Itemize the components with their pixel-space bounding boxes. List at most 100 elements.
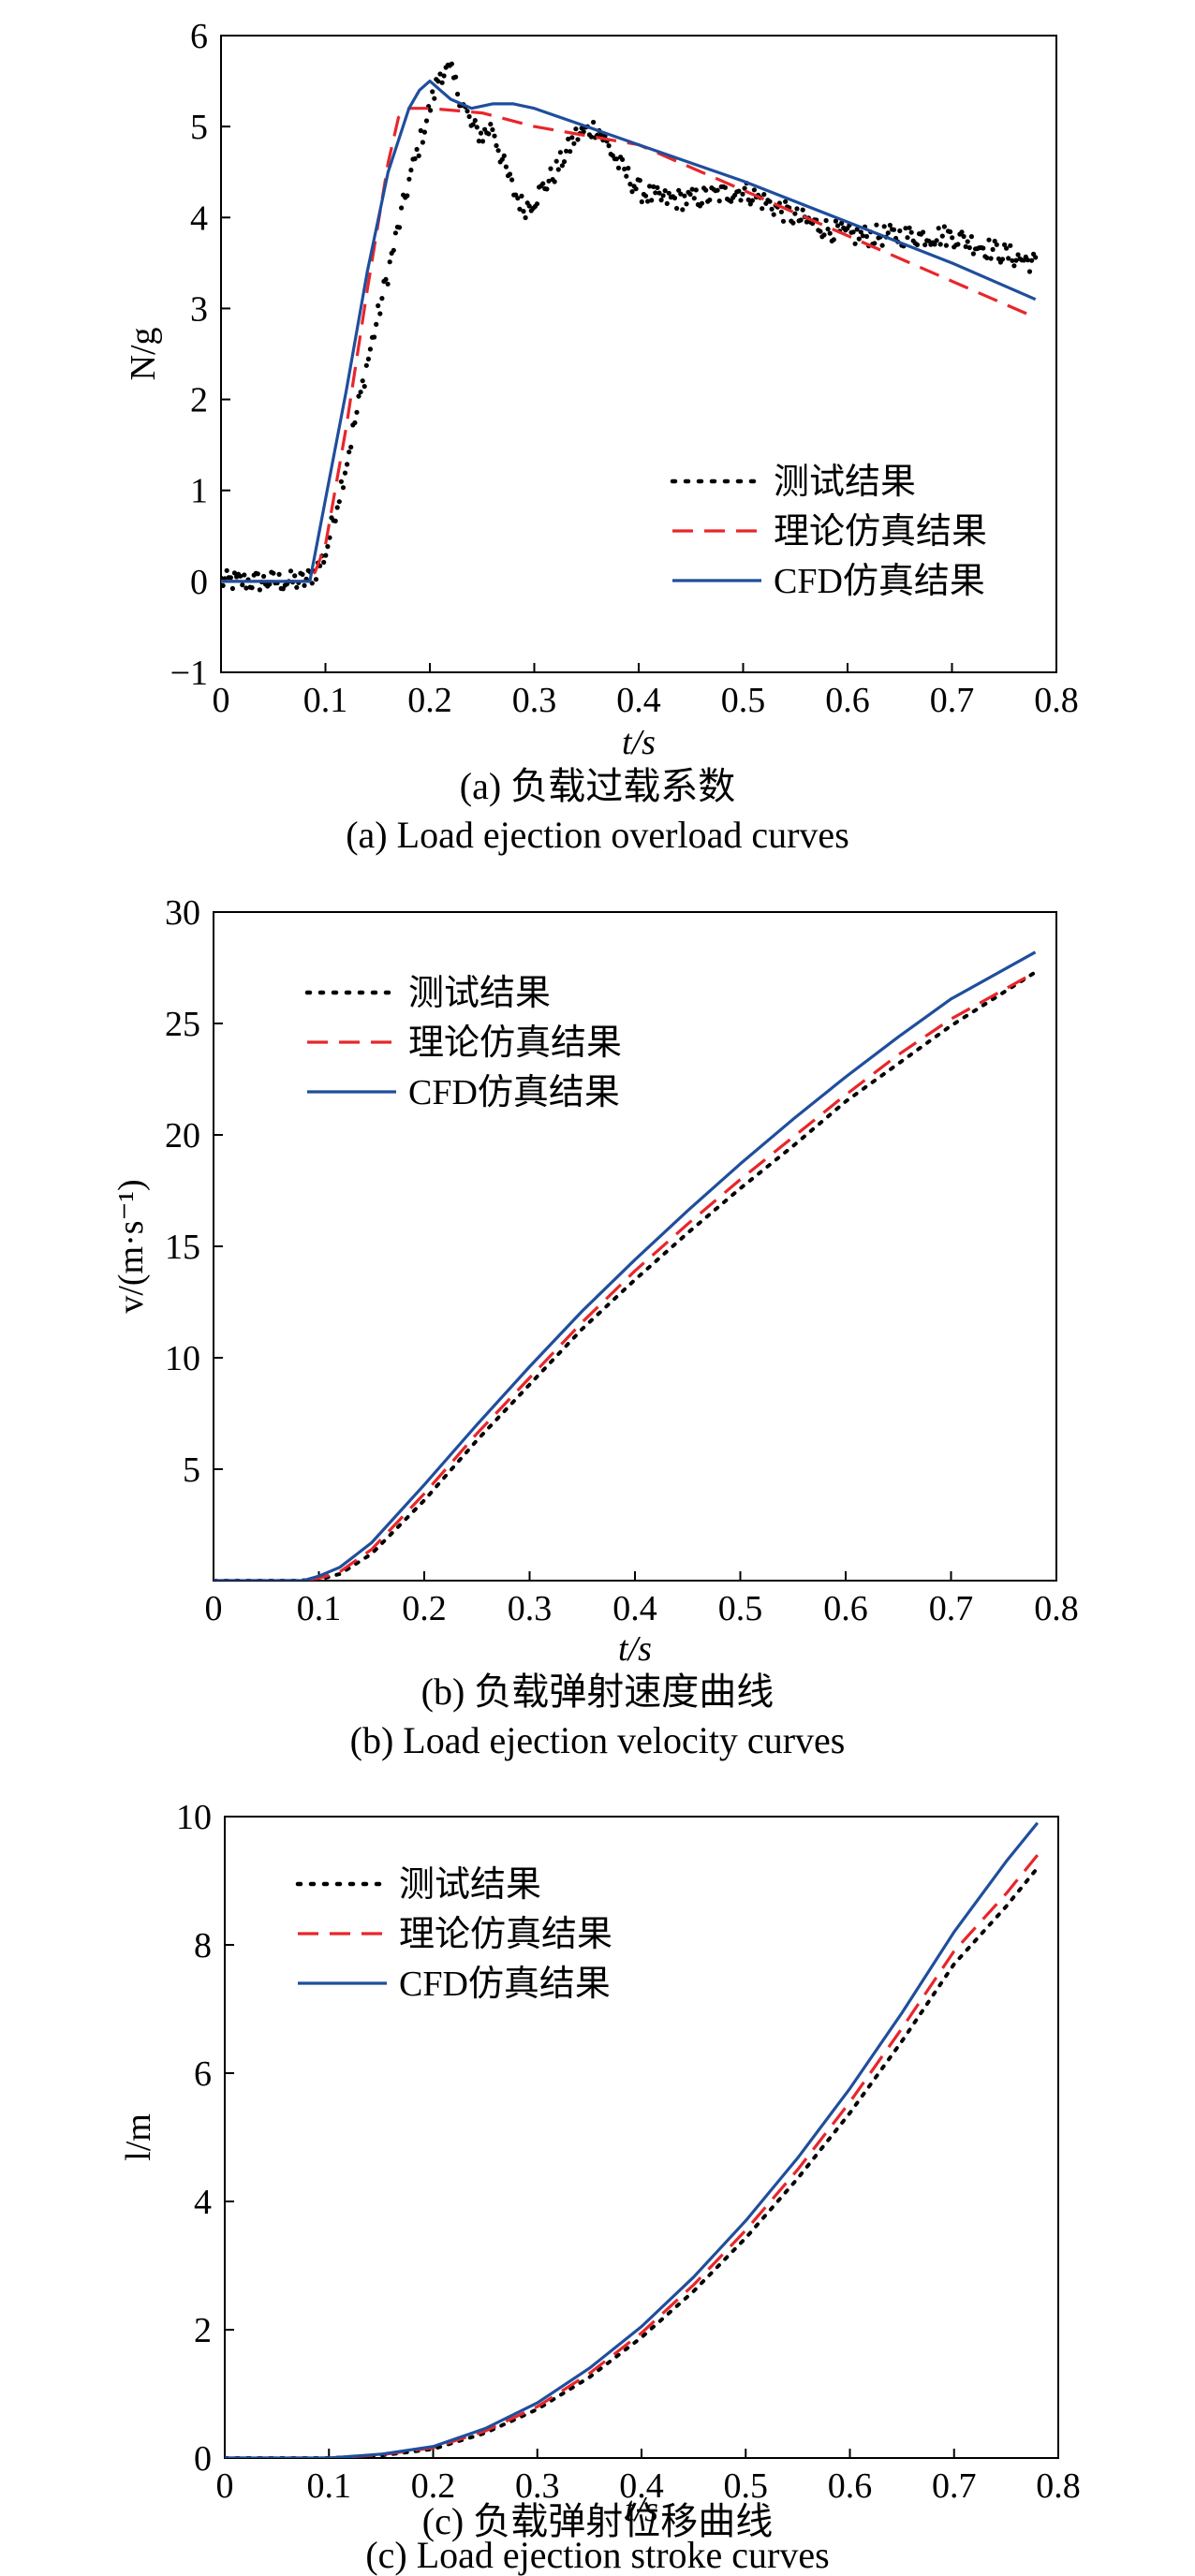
series-point bbox=[1010, 258, 1015, 263]
series-point bbox=[300, 571, 305, 578]
series-point bbox=[767, 199, 773, 204]
legend-entry: CFD仿真结果 bbox=[399, 1965, 611, 2004]
series-point bbox=[751, 187, 758, 193]
x-tick-label: 0.6 bbox=[825, 681, 870, 720]
series-point bbox=[968, 234, 974, 240]
series-point bbox=[687, 191, 693, 198]
series-point bbox=[738, 198, 744, 203]
series-point bbox=[564, 148, 569, 154]
series-point bbox=[834, 223, 841, 228]
series-point bbox=[994, 242, 999, 247]
series-point bbox=[804, 219, 810, 225]
series-line-cfd bbox=[214, 950, 1037, 1581]
x-tick-label: 0.8 bbox=[1034, 1589, 1079, 1628]
x-tick-label: 0.2 bbox=[407, 681, 452, 720]
series-line-cfd bbox=[221, 79, 1037, 583]
series-point bbox=[470, 122, 476, 127]
series-point bbox=[936, 226, 941, 231]
series-point bbox=[240, 582, 245, 588]
series-point bbox=[221, 582, 226, 588]
series-point bbox=[664, 200, 670, 206]
series-point bbox=[555, 167, 561, 172]
series-point bbox=[405, 193, 410, 199]
series-point bbox=[449, 61, 454, 66]
series-point bbox=[360, 378, 365, 384]
y-tick-label: 0 bbox=[190, 563, 208, 602]
series-point bbox=[680, 207, 686, 213]
series-point bbox=[242, 572, 247, 578]
series-point bbox=[271, 570, 276, 576]
series-point bbox=[934, 238, 939, 243]
series-point bbox=[903, 226, 908, 231]
series-point bbox=[914, 242, 921, 247]
series-point bbox=[1029, 258, 1035, 263]
series-point bbox=[340, 485, 347, 491]
series-point bbox=[627, 182, 633, 187]
series-point bbox=[553, 158, 559, 164]
x-tick-label: 0.7 bbox=[929, 1589, 974, 1628]
series-point bbox=[519, 193, 524, 199]
series-point bbox=[421, 129, 427, 135]
series-point bbox=[486, 131, 492, 137]
series-point bbox=[986, 237, 992, 243]
series-point bbox=[323, 552, 329, 558]
series-point bbox=[722, 184, 729, 190]
series-point bbox=[657, 190, 662, 196]
series-point bbox=[334, 505, 340, 510]
series-line-cfd bbox=[225, 1821, 1040, 2458]
series-point bbox=[523, 214, 528, 221]
series-point bbox=[745, 197, 751, 202]
series-point bbox=[294, 584, 300, 590]
series-point bbox=[854, 227, 860, 232]
x-tick-label: 0.5 bbox=[718, 1589, 763, 1628]
series-point bbox=[423, 118, 430, 124]
series-point bbox=[517, 206, 523, 212]
series-point bbox=[472, 118, 478, 124]
chart-panel-c: 0 0.1 0.2 0.3 0.4 0.5 0.6 0.7 0.8 0 2 4 6 8 10 t/s l/m 测试… bbox=[119, 1798, 1081, 2576]
series-point bbox=[891, 227, 897, 232]
series-point bbox=[674, 205, 680, 212]
series-point bbox=[361, 384, 367, 390]
x-tick-label: 0 bbox=[213, 681, 230, 720]
series-point bbox=[548, 166, 553, 171]
series-point bbox=[302, 582, 307, 588]
series-point bbox=[798, 217, 804, 223]
y-tick-label: 6 bbox=[190, 17, 208, 56]
series-point bbox=[839, 220, 845, 226]
series-point bbox=[684, 201, 689, 207]
series-point bbox=[818, 228, 823, 234]
series-point bbox=[552, 179, 557, 184]
legend-entry: CFD仿真结果 bbox=[408, 1073, 620, 1112]
y-tick-label: 0 bbox=[194, 2439, 212, 2479]
x-tick-label: 0.7 bbox=[930, 681, 975, 720]
series-point bbox=[624, 173, 629, 179]
series-point bbox=[568, 149, 573, 155]
y-tick-label: 15 bbox=[165, 1228, 200, 1267]
series-point bbox=[825, 227, 831, 232]
y-tick-label: 4 bbox=[194, 2183, 212, 2222]
series-point bbox=[833, 218, 839, 224]
series-point bbox=[707, 197, 713, 203]
series-point bbox=[653, 190, 658, 196]
x-tick-label: 0.8 bbox=[1036, 2466, 1081, 2506]
series-point bbox=[288, 568, 294, 574]
x-tick-label: 0.1 bbox=[303, 681, 348, 720]
series-point bbox=[881, 224, 887, 229]
series-point bbox=[943, 243, 950, 248]
series-point bbox=[455, 91, 461, 97]
series-point bbox=[358, 390, 363, 395]
series-point bbox=[336, 499, 342, 505]
series-point bbox=[941, 224, 948, 229]
x-tick-label: 0.1 bbox=[307, 2466, 352, 2506]
series-point bbox=[606, 143, 612, 149]
series-point bbox=[435, 79, 441, 84]
series-line-theory bbox=[214, 970, 1037, 1581]
series-point bbox=[658, 198, 664, 203]
series-point bbox=[231, 570, 238, 576]
series-point bbox=[827, 230, 833, 236]
chart-panel-b: 0 0.1 0.2 0.3 0.4 0.5 0.6 0.7 0.8 5 10 15 20 25 30 t/s v… bbox=[111, 893, 1079, 1761]
series-point bbox=[966, 244, 972, 251]
series-point bbox=[356, 393, 361, 399]
